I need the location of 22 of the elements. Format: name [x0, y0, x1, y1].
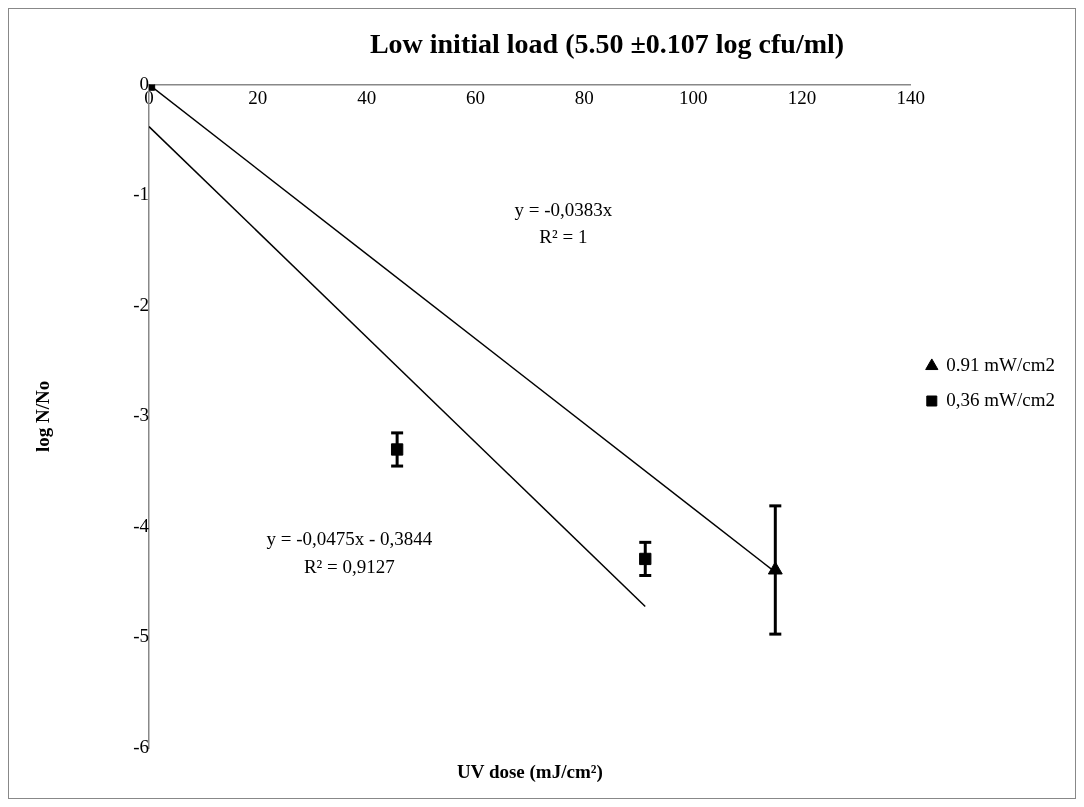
y-tick-label: -5 [133, 625, 149, 647]
x-tick-label: 120 [787, 86, 817, 108]
legend-label: 0,36 mW/cm2 [946, 388, 1055, 410]
x-tick-label: 40 [357, 86, 377, 108]
y-tick-label: -6 [133, 735, 149, 757]
y-tick-label: -4 [133, 514, 150, 536]
legend-label: 0.91 mW/cm2 [946, 353, 1055, 375]
x-axis-title: UV dose (mJ/cm²) [457, 760, 603, 783]
chart-title: Low initial load (5.50 ±0.107 log cfu/ml) [369, 28, 845, 60]
x-tick-label: 80 [574, 86, 594, 108]
y-tick-label: -3 [133, 404, 149, 426]
x-tick-label: 20 [248, 86, 268, 108]
y-tick-label: -1 [133, 183, 149, 205]
x-tick-label: 60 [465, 86, 485, 108]
annotation: y = -0,0383x [514, 198, 613, 220]
x-tick-label: 140 [896, 86, 926, 108]
y-axis-title: log N/No [31, 380, 53, 452]
annotation: R² = 0,9127 [303, 555, 395, 577]
annotation: y = -0,0475x - 0,3844 [266, 528, 433, 550]
y-tick-label: -2 [133, 293, 149, 315]
annotation: R² = 1 [539, 226, 588, 248]
x-tick-label: 100 [678, 86, 708, 108]
